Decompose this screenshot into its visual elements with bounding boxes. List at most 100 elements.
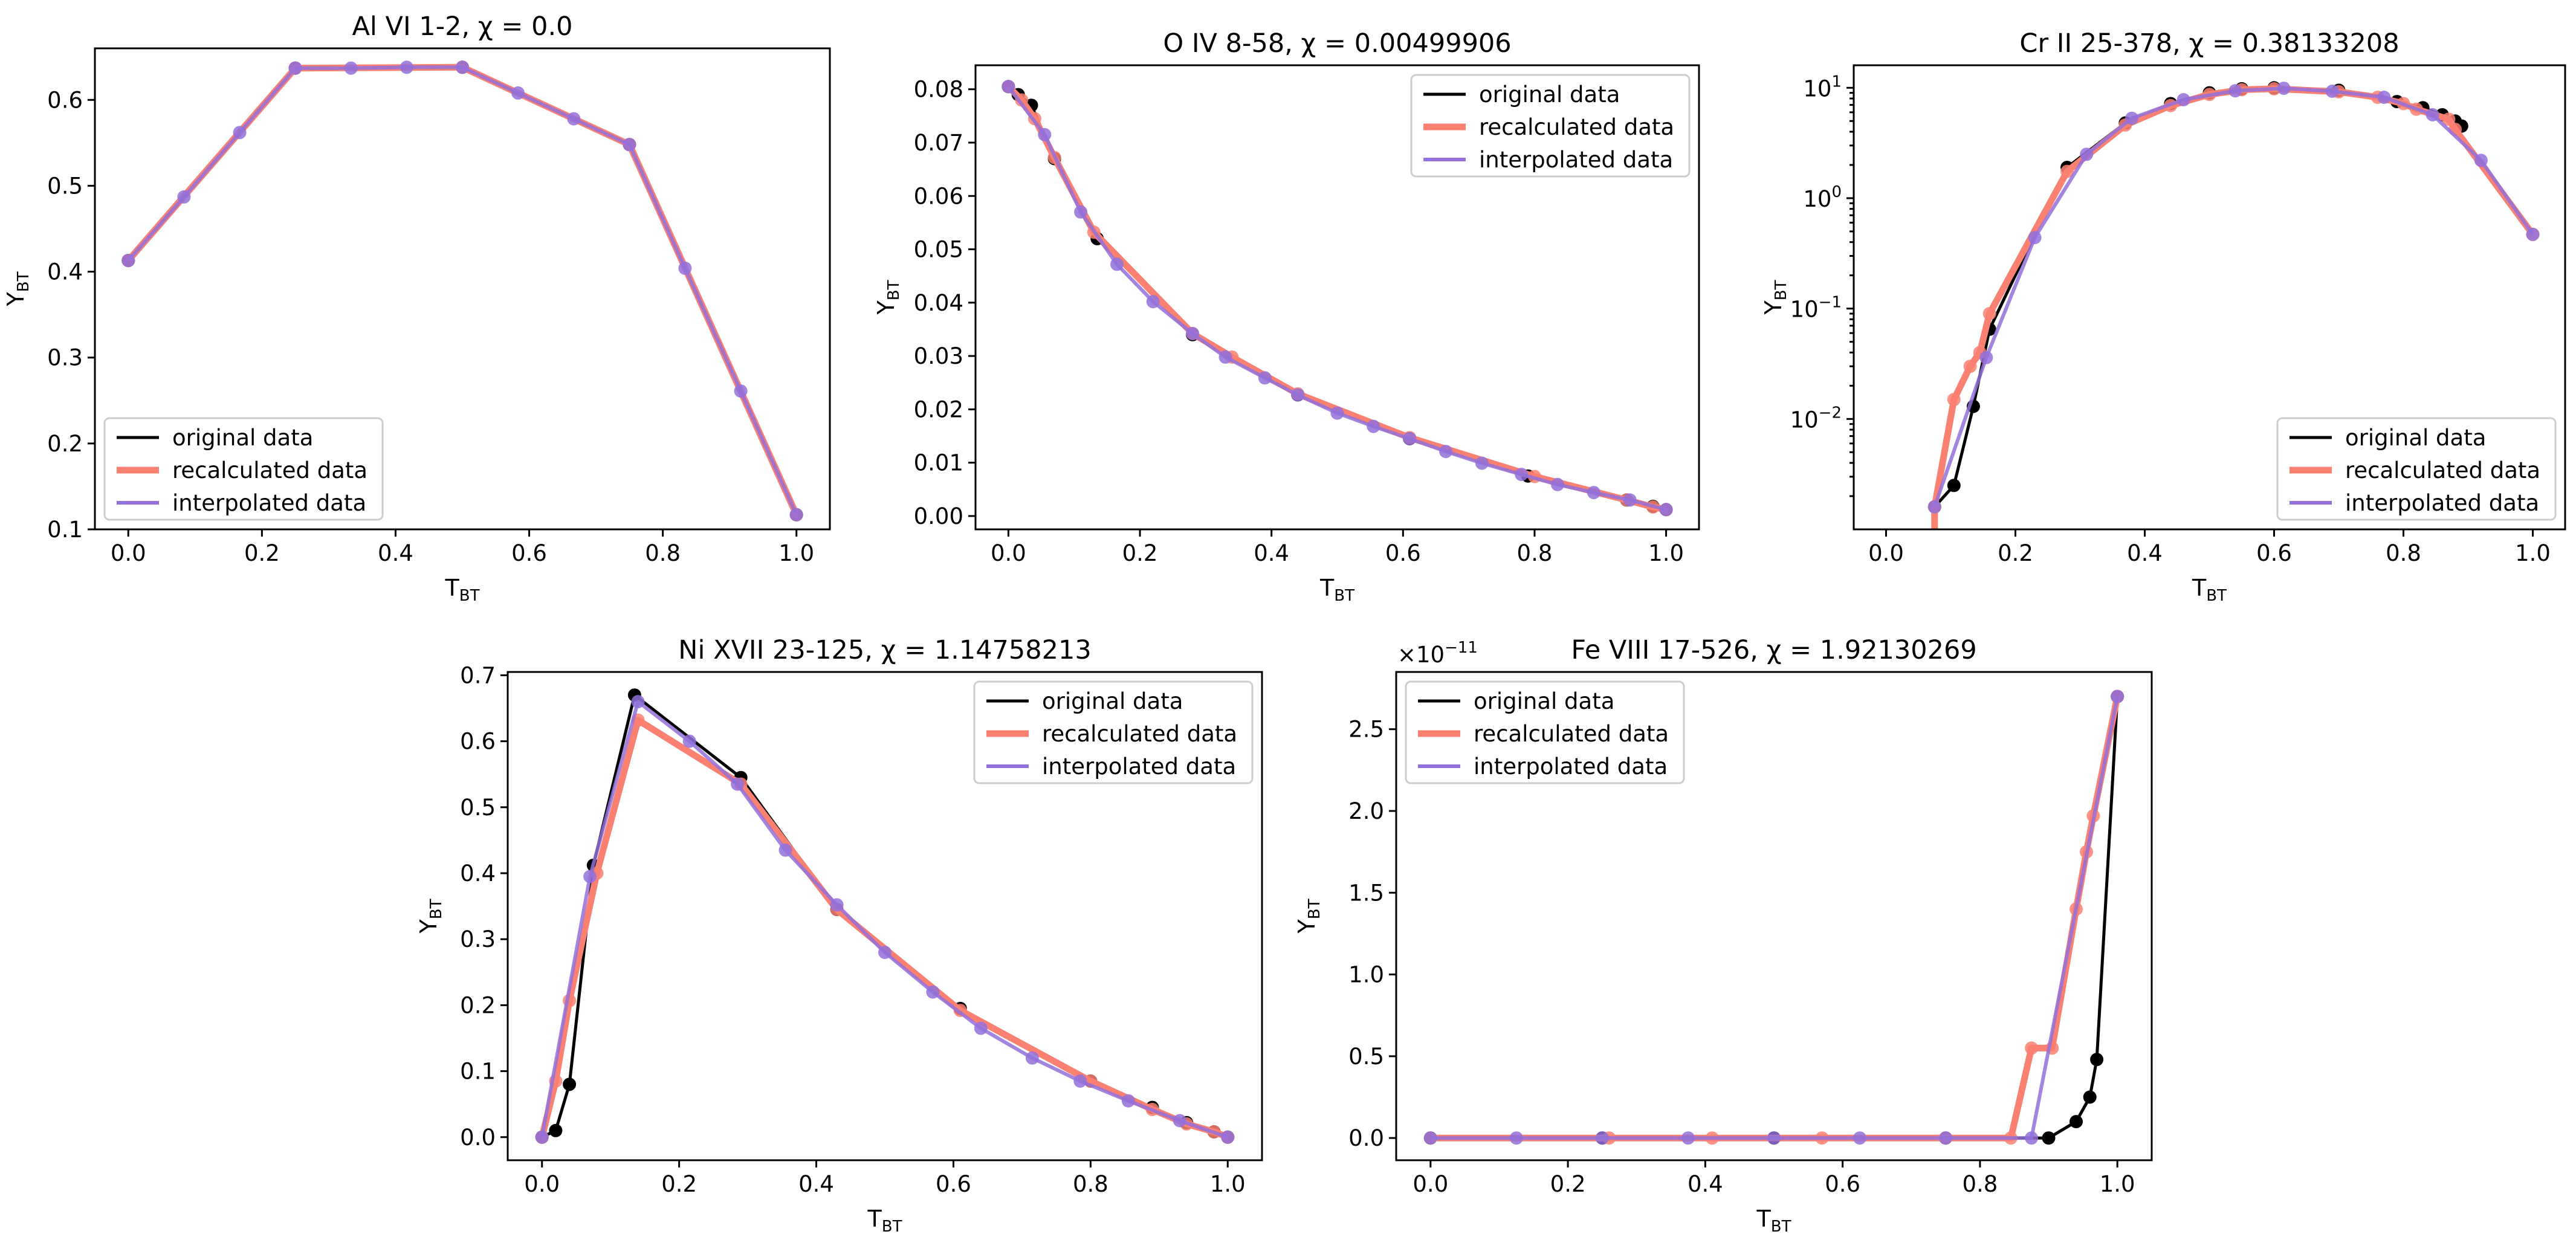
data-point-interpolated-data — [1367, 419, 1380, 433]
data-point-interpolated-data — [1025, 1051, 1039, 1065]
legend-frame — [1410, 74, 1691, 178]
legend-label: recalculated data — [1479, 114, 1674, 140]
data-point-original-data — [2070, 1115, 2083, 1129]
data-point-interpolated-data — [1515, 468, 1529, 482]
y-tick-label: 2.0 — [1348, 798, 1384, 824]
legend-frame — [103, 417, 384, 521]
data-point-interpolated-data — [1927, 500, 1941, 514]
data-point-interpolated-data — [778, 843, 792, 857]
y-axis-label: YBT — [2, 271, 33, 306]
data-point-interpolated-data — [2426, 108, 2439, 121]
data-point-interpolated-data — [734, 384, 748, 398]
y-axis-label: YBT — [1760, 280, 1790, 315]
series-group — [1927, 81, 2540, 529]
y-tick-label: 0.1 — [460, 1059, 496, 1085]
data-point-interpolated-data — [1291, 388, 1305, 402]
data-point-interpolated-data — [1186, 327, 1200, 340]
y-tick-label: 0.2 — [47, 431, 83, 457]
data-point-interpolated-data — [1853, 1131, 1866, 1145]
chart-2: 0.0 0.2 0.4 0.6 0.8 1.0 0.00 0.01 0.02 0.03 0.04 0.… — [873, 28, 1700, 605]
plot-frame — [1395, 671, 2153, 1161]
data-point-interpolated-data — [1587, 486, 1600, 500]
y-axis-label: YBT — [1293, 899, 1324, 934]
data-point-interpolated-data — [789, 508, 803, 522]
y-axis-label-sub: BT — [1306, 899, 1324, 919]
data-point-recalculated-data — [1947, 393, 1961, 407]
x-tick-label: 1.0 — [778, 540, 814, 566]
x-tick-label: 0.4 — [1688, 1171, 1723, 1197]
x-tick-label: 0.4 — [378, 540, 413, 566]
legend-label: recalculated data — [1042, 721, 1237, 747]
data-point-interpolated-data — [233, 126, 247, 140]
data-point-interpolated-data — [974, 1021, 988, 1035]
y-tick-label-base: 10 — [1803, 186, 1831, 212]
data-point-interpolated-data — [1403, 431, 1417, 445]
data-point-interpolated-data — [1121, 1094, 1135, 1108]
data-point-interpolated-data — [288, 61, 302, 75]
legend-label: original data — [1479, 82, 1620, 108]
y-axis-label-sub: BT — [15, 271, 33, 292]
y-axis-label-main: Y — [1760, 300, 1787, 315]
data-point-interpolated-data — [631, 695, 645, 709]
y-tick-label: 0.6 — [460, 729, 496, 755]
y-tick-label: 0.5 — [47, 173, 83, 199]
x-tick-label: 0.8 — [2386, 540, 2421, 566]
data-point-interpolated-data — [2474, 153, 2488, 167]
x-axis-label-main: T — [1756, 1206, 1772, 1232]
y-tick-label-exp: −1 — [1819, 294, 1842, 312]
y-tick-label: 0.3 — [47, 345, 83, 371]
data-point-interpolated-data — [2176, 93, 2190, 106]
data-point-interpolated-data — [1551, 477, 1564, 491]
data-point-interpolated-data — [1218, 350, 1232, 364]
y-tick-label: 0.5 — [460, 795, 496, 821]
data-point-original-data — [1947, 479, 1961, 492]
data-point-interpolated-data — [1002, 80, 1015, 94]
x-tick-label: 0.2 — [661, 1171, 697, 1197]
data-point-interpolated-data — [177, 190, 191, 204]
x-tick-label: 0.8 — [1962, 1171, 1998, 1197]
x-tick-label: 0.8 — [1073, 1171, 1108, 1197]
data-point-interpolated-data — [2325, 85, 2339, 98]
data-point-interpolated-data — [2080, 147, 2094, 161]
data-point-interpolated-data — [121, 254, 135, 268]
x-tick-label: 0.6 — [1385, 540, 1421, 566]
y-axis-label: YBT — [873, 280, 903, 315]
x-tick-label: 0.0 — [111, 540, 146, 566]
y-tick-label: 0.3 — [460, 926, 496, 952]
x-tick-label: 0.8 — [1517, 540, 1553, 566]
legend-label: original data — [1474, 688, 1614, 714]
data-point-interpolated-data — [1509, 1131, 1523, 1145]
x-tick-label: 1.0 — [2515, 540, 2551, 566]
legend-label: interpolated data — [2345, 490, 2539, 516]
x-axis-label-main: T — [867, 1206, 882, 1232]
x-tick-label: 0.0 — [1868, 540, 1904, 566]
legend: original data recalculated data interpolat… — [1405, 680, 1685, 784]
data-point-interpolated-data — [2377, 91, 2391, 104]
data-point-recalculated-data — [2025, 1041, 2039, 1055]
y-axis-label-sub: BT — [1772, 280, 1790, 300]
legend-frame — [973, 680, 1254, 784]
data-point-interpolated-data — [1330, 406, 1344, 420]
data-point-interpolated-data — [1146, 295, 1160, 309]
y-tick-label-base: 10 — [1803, 76, 1831, 102]
legend: original data recalculated data interpolat… — [973, 680, 1254, 784]
plot-frame — [974, 64, 1700, 531]
data-point-interpolated-data — [344, 61, 358, 75]
x-tick-label: 0.0 — [524, 1171, 560, 1197]
data-point-interpolated-data — [1595, 1131, 1609, 1145]
data-point-interpolated-data — [731, 777, 745, 791]
chart-1: 0.0 0.2 0.4 0.6 0.8 1.0 0.1 0.2 0.3 0.4 0.5 0.6 Al V… — [2, 11, 831, 605]
data-point-interpolated-data — [830, 898, 844, 912]
data-point-recalculated-data — [1982, 307, 1996, 320]
y-tick-label: 0.4 — [460, 861, 496, 886]
legend-label: interpolated data — [1474, 754, 1668, 780]
y-tick-label: 0.00 — [914, 503, 963, 529]
x-tick-label: 0.6 — [936, 1171, 971, 1197]
y-tick-label: 0.5 — [1348, 1044, 1384, 1070]
data-point-interpolated-data — [1423, 1131, 1437, 1145]
data-point-interpolated-data — [1659, 503, 1673, 517]
data-point-interpolated-data — [583, 870, 597, 883]
y-tick-label: 0.02 — [914, 396, 963, 422]
series-group — [1423, 689, 2125, 1145]
data-point-interpolated-data — [400, 60, 413, 74]
